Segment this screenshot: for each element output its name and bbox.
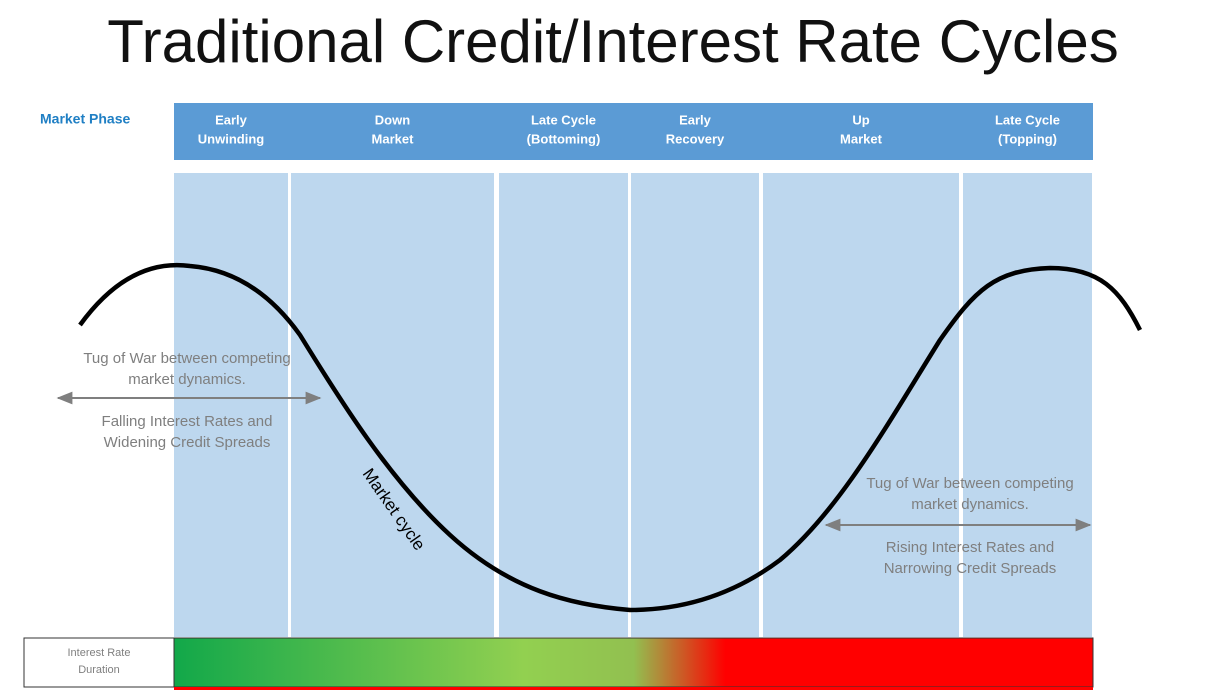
phase-name: Late Cycle <box>995 112 1060 127</box>
phase-label: Market Phase <box>40 111 130 127</box>
phase-name: Late Cycle <box>531 112 596 127</box>
phase-name: Down <box>375 112 410 127</box>
market-cycle-curve <box>78 262 1143 613</box>
phase-column <box>174 173 288 637</box>
phase-name: (Bottoming) <box>527 131 601 146</box>
annotation-text: Rising Interest Rates and <box>886 539 1054 556</box>
annotation-text: Widening Credit Spreads <box>104 434 271 451</box>
annotation-text: Narrowing Credit Spreads <box>884 560 1057 577</box>
phase-header <box>174 103 1093 160</box>
annotation-text: Tug of War between competing <box>866 475 1073 492</box>
duration-box <box>23 637 175 688</box>
phase-name: (Topping) <box>998 131 1057 146</box>
duration-bar <box>173 637 1094 688</box>
duration-label: Duration <box>78 664 120 676</box>
phase-column <box>763 173 959 637</box>
phase-name: Market <box>840 131 883 146</box>
phase-column <box>631 173 759 637</box>
phase-name: Early <box>679 112 712 127</box>
phase-column <box>499 173 628 637</box>
phase-name: Market <box>372 131 415 146</box>
phase-name: Up <box>852 112 869 127</box>
phase-column <box>963 173 1092 637</box>
phase-column <box>291 173 494 637</box>
phase-name: Unwinding <box>198 131 264 146</box>
annotation-text: market dynamics. <box>128 371 246 388</box>
duration-label: Interest Rate <box>68 647 131 659</box>
annotation-text: market dynamics. <box>911 496 1029 513</box>
phase-name: Recovery <box>666 131 725 146</box>
duration-bar-edge <box>174 687 1093 690</box>
phase-name: Early <box>215 112 248 127</box>
annotation-text: Falling Interest Rates and <box>102 413 273 430</box>
annotation-text: Tug of War between competing <box>83 350 290 367</box>
title: Traditional Credit/Interest Rate Cycles <box>107 8 1119 75</box>
